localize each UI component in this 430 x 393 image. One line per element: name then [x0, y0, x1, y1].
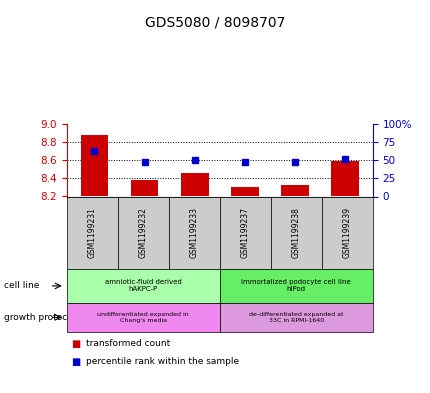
Bar — [331, 161, 358, 196]
Text: growth protocol: growth protocol — [4, 313, 76, 322]
Text: amniotic-fluid derived
hAKPC-P: amniotic-fluid derived hAKPC-P — [104, 279, 181, 292]
Text: GSM1199233: GSM1199233 — [189, 208, 198, 258]
Text: undifferentiated expanded in
Chang's media: undifferentiated expanded in Chang's med… — [97, 312, 189, 323]
Text: immortalized podocyte cell line
hIPod: immortalized podocyte cell line hIPod — [241, 279, 350, 292]
Text: ■: ■ — [71, 356, 80, 367]
Bar — [80, 135, 108, 196]
Text: GSM1199237: GSM1199237 — [240, 208, 249, 258]
Bar — [130, 180, 158, 196]
Text: GDS5080 / 8098707: GDS5080 / 8098707 — [145, 16, 285, 30]
Text: GSM1199239: GSM1199239 — [342, 208, 351, 258]
Text: de-differentiated expanded at
33C in RPMI-1640: de-differentiated expanded at 33C in RPM… — [249, 312, 343, 323]
Text: ■: ■ — [71, 339, 80, 349]
Bar — [230, 187, 258, 196]
Text: GSM1199238: GSM1199238 — [291, 208, 300, 258]
Text: transformed count: transformed count — [86, 340, 170, 348]
Text: percentile rank within the sample: percentile rank within the sample — [86, 357, 239, 366]
Bar — [181, 173, 208, 196]
Text: cell line: cell line — [4, 281, 40, 290]
Text: GSM1199232: GSM1199232 — [138, 208, 147, 258]
Bar — [281, 185, 308, 196]
Text: GSM1199231: GSM1199231 — [88, 208, 97, 258]
